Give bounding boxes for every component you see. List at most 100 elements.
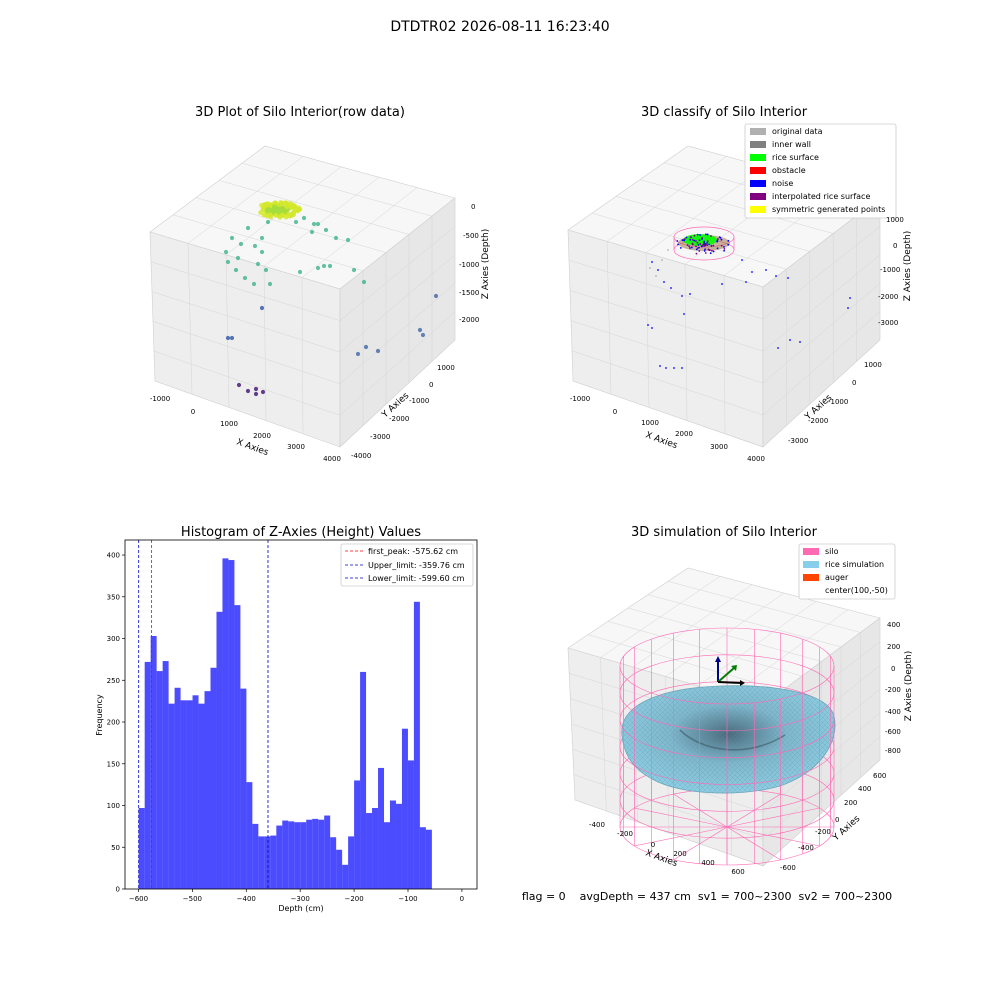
histogram-ylabel: Frequency: [95, 694, 104, 736]
sim-rice-surface: [621, 685, 836, 794]
histogram-bar: [210, 667, 217, 889]
raw-scatter-points: [223, 200, 439, 397]
legend-label: center(100,-50): [825, 586, 888, 595]
sim-silo-wireframe-front: [619, 665, 835, 866]
histogram-reference-lines: [138, 540, 269, 889]
sim-ztick: -200: [885, 686, 901, 694]
sim-ztick: 400: [887, 621, 900, 629]
histogram-bar: [401, 728, 408, 889]
raw-xtick: 0: [191, 408, 195, 416]
raw-yticks: -4000 -3000 -2000 -1000 0 1000: [351, 364, 455, 460]
histogram-bar: [378, 767, 385, 889]
raw-ytick: 0: [429, 381, 433, 389]
histogram-bar: [162, 661, 169, 889]
histogram-bar: [240, 688, 247, 889]
histogram-xtick-label: −500: [183, 895, 202, 903]
panel-histogram: Histogram of Z-Axies (Height) Values −60…: [95, 525, 478, 913]
panel-sim-title: 3D simulation of Silo Interior: [631, 525, 818, 540]
histogram-bar: [306, 819, 313, 889]
sim-xtick: 0: [651, 841, 655, 849]
sim-ztick: -800: [885, 747, 901, 755]
histogram-bar: [156, 671, 163, 889]
histogram-bar: [144, 661, 151, 889]
histogram-bar: [258, 836, 265, 889]
classify-ytick: 0: [852, 379, 856, 387]
legend-label: obstacle: [772, 166, 806, 175]
panel-raw-title: 3D Plot of Silo Interior(row data): [195, 105, 405, 120]
histogram-bar: [180, 700, 187, 889]
legend-swatch-rice-surface: [750, 154, 766, 161]
raw-ztick: -1000: [459, 261, 479, 269]
raw-ytick: -3000: [370, 433, 390, 441]
histogram-xtick-label: 0: [460, 895, 464, 903]
histogram-xtick-label: −100: [398, 895, 417, 903]
histogram-bar: [425, 829, 432, 889]
histogram-bar: [168, 703, 175, 889]
histogram-bar: [413, 601, 420, 889]
histogram-bar: [276, 825, 283, 889]
classify-xlabel: X Axies: [644, 430, 679, 451]
histogram-yticks: 0 50 100 150 200 250 300 350 400: [107, 552, 125, 894]
sim-auger-axes: [715, 656, 745, 686]
raw-ztick: -500: [463, 232, 479, 240]
histogram-bar: [312, 818, 319, 889]
histogram-xtick-label: −400: [237, 895, 256, 903]
legend-swatch-obstacle: [750, 167, 766, 174]
histogram-bar: [174, 687, 181, 889]
classify-yticks: -3000 -2000 -1000 0 1000: [788, 361, 882, 445]
legend-label: rice simulation: [825, 560, 884, 569]
histogram-bar: [198, 703, 205, 889]
legend-label: noise: [772, 179, 793, 188]
histogram-bar: [372, 808, 379, 889]
classify-ztick: -2000: [878, 293, 898, 301]
raw-ytick: 1000: [437, 364, 455, 372]
legend-swatch-interpolated: [750, 193, 766, 200]
raw-xtick: 3000: [287, 443, 305, 451]
classify-xtick: 3000: [710, 443, 728, 451]
sim-ztick: 0: [891, 665, 895, 673]
histogram-bar: [192, 695, 199, 889]
sim-xtick: 400: [701, 859, 714, 867]
classify-xtick: 0: [613, 408, 617, 416]
sim-yticks: -600 -400 -200 0 200 400 600: [780, 772, 886, 872]
histogram-bar: [222, 558, 229, 889]
panel-classify-title: 3D classify of Silo Interior: [641, 105, 808, 120]
status-footer: flag = 0 avgDepth = 437 cm sv1 = 700~230…: [522, 890, 892, 903]
raw-xtick: 4000: [323, 455, 341, 463]
histogram-bar: [216, 611, 223, 889]
histogram-bar: [389, 800, 396, 889]
histogram-bar: [336, 849, 343, 889]
legend-swatch-auger: [803, 574, 819, 581]
classify-ytick: -2000: [808, 417, 828, 425]
histogram-bar: [186, 700, 193, 889]
histogram-ytick-label: 150: [107, 760, 120, 768]
histogram-ytick-label: 0: [116, 886, 120, 894]
panel-classify: 3D classify of Silo Interior original da…: [567, 105, 913, 463]
classify-ytick: -1000: [828, 398, 848, 406]
classify-ztick: -3000: [878, 319, 898, 327]
histogram-bar: [395, 803, 402, 889]
histogram-frame: [124, 539, 478, 890]
histogram-bar: [354, 780, 361, 889]
histogram-bar: [150, 636, 157, 889]
histogram-xtick-label: −200: [344, 895, 363, 903]
raw-ztick: 0: [471, 203, 475, 211]
legend-label: interpolated rice surface: [772, 192, 870, 201]
raw-xticks: -1000 0 1000 2000 3000 4000: [150, 395, 341, 463]
classify-ytick: -3000: [788, 437, 808, 445]
legend-label: Upper_limit: -359.76 cm: [368, 561, 465, 570]
classify-legend: original data inner wall rice surface ob…: [744, 123, 897, 219]
histogram-bar: [348, 836, 355, 889]
raw-ztick: -1500: [459, 289, 479, 297]
sim-ytick: -400: [798, 844, 814, 852]
panel-simulation: 3D simulation of Silo Interior silo: [567, 525, 914, 876]
histogram-bar: [228, 560, 235, 889]
sim-xtick: -400: [589, 821, 605, 829]
histogram-title: Histogram of Z-Axies (Height) Values: [181, 525, 421, 540]
classify-ztick: 0: [893, 242, 897, 250]
legend-label: silo: [825, 547, 839, 556]
sim-legend: silo rice simulation auger center(100,-5…: [798, 543, 896, 600]
histogram-ytick-label: 300: [107, 635, 120, 643]
classify-scatter-points: [647, 233, 851, 369]
